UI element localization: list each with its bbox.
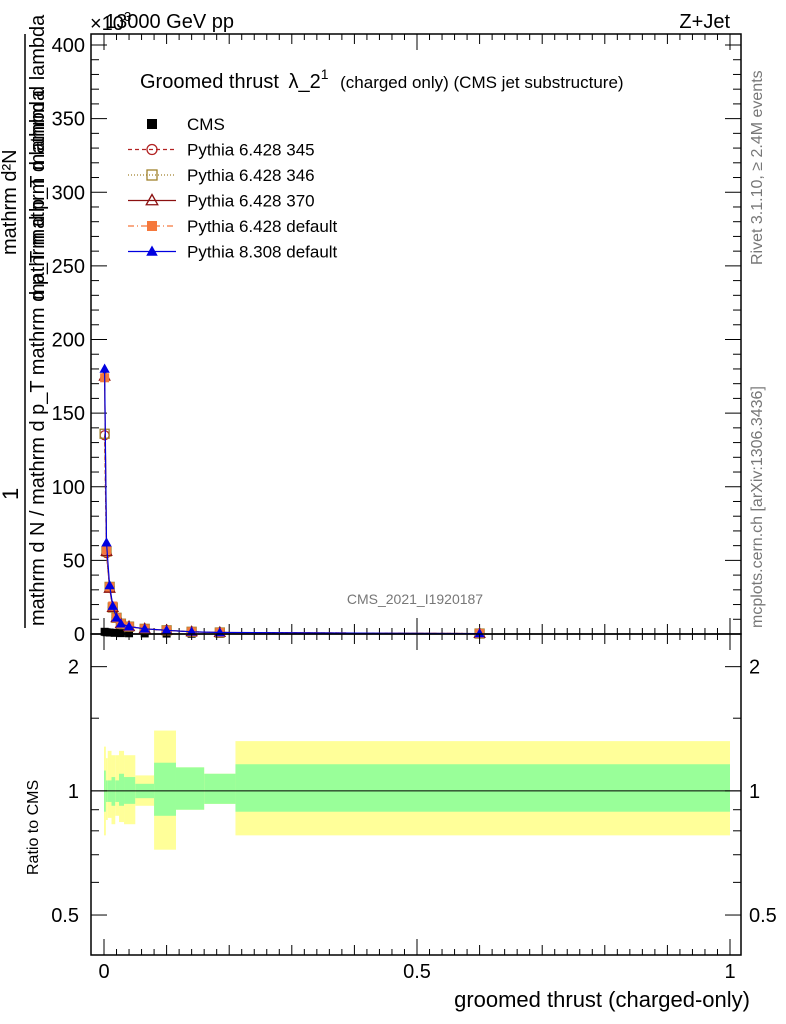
legend-entry: Pythia 6.428 346	[128, 166, 315, 185]
legend-marker	[147, 119, 157, 129]
legend-marker	[146, 169, 158, 181]
main-series	[98, 363, 486, 639]
data-point	[107, 600, 118, 610]
ratio-band-green	[204, 773, 236, 804]
main-ytick-label: 150	[52, 403, 85, 425]
legend-label: Pythia 6.428 346	[187, 166, 315, 185]
data-point	[139, 623, 150, 633]
legend-marker	[145, 193, 159, 206]
chart-title: Groomed thrust λ_21 (charged only) (CMS …	[140, 62, 624, 93]
legend-label: Pythia 8.308 default	[187, 243, 338, 262]
legend-entry: Pythia 6.428 345	[128, 141, 315, 160]
ratio-band-green	[175, 767, 205, 810]
data-point	[104, 580, 115, 590]
main-ytick-label: 350	[52, 109, 85, 131]
ratio-ytick-label: 1	[68, 781, 79, 803]
ratio-band-green	[154, 762, 176, 816]
legend-marker	[146, 143, 158, 156]
x-axis-title: groomed thrust (charged-only)	[454, 987, 750, 1012]
xtick-label: 0.5	[403, 961, 431, 983]
xtick-label: 1	[724, 961, 735, 983]
energy-label: 13000 GeV pp	[105, 11, 234, 33]
ratio-ytick-label-right: 2	[749, 657, 760, 679]
ratio-ytick-label-right: 0.5	[749, 905, 777, 927]
ratio-ytick-label: 2	[68, 657, 79, 679]
legend-entry: Pythia 8.308 default	[128, 243, 338, 262]
data-point	[161, 624, 172, 635]
ylabel-top: mathrm d²N	[0, 149, 21, 255]
data-point	[115, 618, 127, 628]
ratio-ytick-label-right: 1	[749, 781, 760, 803]
ylabel-mid: mathrm d p_T mathrm d lambda	[27, 14, 49, 300]
ratio-band-green	[235, 764, 730, 812]
legend-entry: Pythia 6.428 370	[128, 192, 315, 211]
data-point	[111, 612, 122, 622]
exponent-label: ×103	[90, 9, 131, 35]
mcplots-label: mcplots.cern.ch [arXiv:1306.3436]	[749, 386, 766, 628]
main-ytick-label: 50	[63, 550, 85, 572]
data-point	[101, 537, 112, 547]
legend-label: Pythia 6.428 370	[187, 192, 315, 211]
data-point	[116, 629, 125, 638]
main-ytick-label: 400	[52, 35, 85, 57]
rivet-label: Rivet 3.1.10, ≥ 2.4M events	[749, 70, 766, 265]
data-point	[105, 628, 114, 637]
ylabel-bottom: mathrm d N / mathrm d p_T mathrm d p_T m…	[27, 89, 49, 626]
ratio-band-green	[119, 773, 125, 806]
series-line	[104, 368, 480, 635]
ratio-bands	[91, 730, 741, 850]
process-label: Z+Jet	[679, 11, 730, 33]
main-ytick-label: 200	[52, 330, 85, 352]
data-point	[99, 363, 110, 373]
ratio-band-green	[111, 777, 116, 806]
legend-entry: Pythia 6.428 default	[128, 217, 338, 236]
ratio-y-axis-title: Ratio to CMS	[25, 780, 42, 875]
ylabel-one: 1	[0, 488, 23, 500]
legend-marker	[146, 245, 158, 256]
ratio-plot-frame	[90, 633, 742, 956]
main-ytick-label: 100	[52, 477, 85, 499]
data-point	[123, 621, 135, 631]
analysis-watermark: CMS_2021_I1920187	[347, 591, 483, 607]
data-point	[110, 628, 119, 637]
main-axes: 0 50 100 150 200 250 300 350 400	[52, 33, 742, 646]
legend-marker	[147, 221, 157, 231]
legend-label: Pythia 6.428 345	[187, 141, 315, 160]
legend-label: Pythia 6.428 default	[187, 217, 338, 236]
legend-label: CMS	[187, 115, 225, 134]
main-ytick-label: 250	[52, 256, 85, 278]
ratio-ytick-label: 0.5	[51, 905, 79, 927]
xtick-label: 0	[98, 961, 109, 983]
main-y-axis-title: 1 mathrm d N / mathrm d p_T mathrm d p_T…	[0, 14, 49, 628]
legend-entry: CMS	[147, 115, 225, 134]
legend: CMS Pythia 6.428 345 Pythia 6.428 346 Pythi…	[128, 115, 338, 262]
main-ytick-label: 300	[52, 182, 85, 204]
data-point	[474, 628, 485, 638]
ratio-axes: 0.5 0.5 1 1 2 2 0 0.5 1	[51, 633, 777, 983]
main-ytick-label: 0	[74, 624, 85, 646]
